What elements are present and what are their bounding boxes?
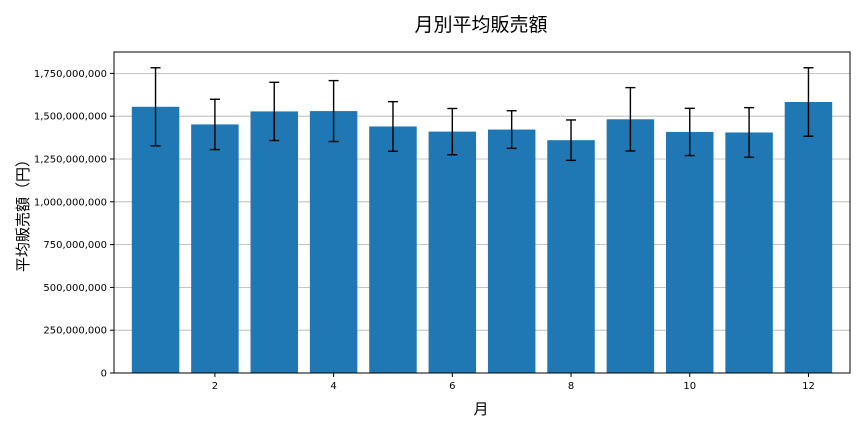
y-axis-ticks: 0 250,000,000 500,000,000 750,000,000 1,000,… (34, 69, 114, 380)
bar (725, 132, 773, 373)
y-tick-label: 250,000,000 (43, 326, 107, 337)
bar (131, 106, 180, 373)
bar (369, 126, 417, 373)
bar (784, 101, 833, 373)
bar (428, 131, 477, 373)
plot-frame (113, 51, 851, 374)
x-tick-label: 10 (683, 381, 696, 392)
bar (547, 140, 595, 373)
chart-title: 月別平均販売額 (414, 14, 547, 36)
bar (666, 131, 714, 373)
y-tick-label: 750,000,000 (43, 240, 107, 251)
bar (191, 124, 239, 373)
x-tick-label: 12 (802, 381, 815, 392)
y-tick-label: 0 (101, 369, 107, 380)
x-tick-label: 8 (568, 381, 574, 392)
bar-layer (131, 101, 833, 374)
x-axis-label: 月 (473, 400, 488, 418)
x-tick-label: 2 (212, 381, 218, 392)
y-tick-label: 1,500,000,000 (34, 112, 107, 123)
bar (309, 111, 358, 374)
y-tick-label: 1,750,000,000 (34, 69, 107, 80)
y-tick-label: 1,250,000,000 (34, 155, 107, 166)
y-tick-label: 500,000,000 (43, 283, 107, 294)
errorbar-layer (150, 67, 814, 162)
bar (250, 111, 298, 373)
x-axis-ticks: 2 4 6 8 10 12 (212, 373, 815, 392)
x-tick-label: 6 (449, 381, 455, 392)
y-tick-label: 1,000,000,000 (34, 197, 107, 208)
bar (487, 129, 536, 373)
y-axis-label: 平均販売額（円） (14, 152, 32, 272)
bar (606, 119, 655, 373)
x-tick-label: 4 (330, 381, 336, 392)
